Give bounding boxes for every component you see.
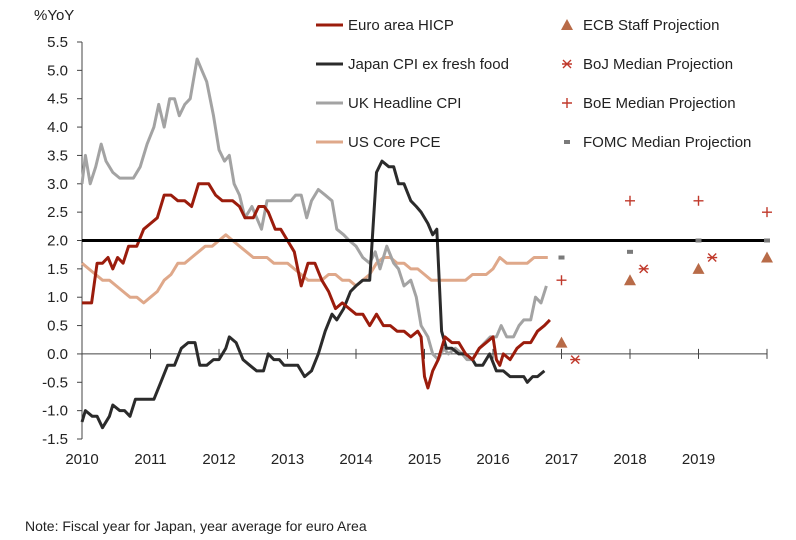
series-line-3 xyxy=(81,233,548,305)
legend-marker-1 xyxy=(562,59,572,69)
projection-marker-1 xyxy=(638,264,649,274)
projection-marker-1 xyxy=(570,355,581,365)
x-tick-label: 2017 xyxy=(545,451,578,468)
series-line-2 xyxy=(80,57,548,362)
projection-marker-3 xyxy=(764,238,770,243)
projection-marker-0 xyxy=(624,274,636,286)
y-axis-label: %YoY xyxy=(34,7,74,24)
footnote: Note: Fiscal year for Japan, year averag… xyxy=(25,518,367,534)
y-tick-label: 2.5 xyxy=(47,204,68,221)
legend-proj-label-1: BoJ Median Projection xyxy=(583,56,733,73)
x-tick-label: 2015 xyxy=(408,451,441,468)
legend-marker-3 xyxy=(564,140,570,144)
y-tick-label: 1.5 xyxy=(47,261,68,278)
series-line-1 xyxy=(80,159,546,430)
projection-marker-0 xyxy=(761,251,773,263)
legend-label-0: Euro area HICP xyxy=(348,17,454,34)
projection-marker-0 xyxy=(555,336,568,348)
x-tick-label: 2016 xyxy=(476,451,509,468)
series-line-0 xyxy=(82,182,551,390)
legend-label-2: UK Headline CPI xyxy=(348,95,461,112)
y-tick-label: -0.5 xyxy=(42,374,68,391)
x-tick-label: 2011 xyxy=(134,451,166,468)
legend-proj-label-0: ECB Staff Projection xyxy=(583,17,719,34)
x-tick-label: 2014 xyxy=(339,451,372,468)
legend-label-1: Japan CPI ex fresh food xyxy=(348,56,509,73)
y-tick-label: -1.0 xyxy=(42,403,68,420)
y-tick-label: 5.0 xyxy=(47,62,68,79)
y-tick-label: 4.5 xyxy=(47,91,68,108)
projection-marker-2 xyxy=(693,195,704,206)
x-tick-label: 2019 xyxy=(682,451,715,468)
projection-marker-2 xyxy=(556,275,567,286)
y-tick-label: 5.5 xyxy=(47,34,68,51)
y-tick-label: 2.0 xyxy=(47,233,68,250)
legend-marker-0 xyxy=(561,19,573,30)
legend-marker-2 xyxy=(562,98,572,108)
projection-marker-2 xyxy=(625,195,635,206)
y-tick-label: 4.0 xyxy=(47,119,68,136)
x-tick-label: 2018 xyxy=(613,451,646,468)
y-tick-label: 0.0 xyxy=(47,346,68,363)
y-tick-label: 1.0 xyxy=(47,289,68,306)
projection-marker-3 xyxy=(627,249,633,254)
y-tick-label: 3.5 xyxy=(47,147,68,164)
y-tick-label: 0.5 xyxy=(47,318,68,335)
projection-marker-2 xyxy=(762,207,772,218)
x-tick-label: 2010 xyxy=(65,451,98,468)
legend-label-3: US Core PCE xyxy=(348,134,441,151)
legend-proj-label-3: FOMC Median Projection xyxy=(583,134,751,151)
projection-marker-0 xyxy=(692,262,705,274)
projection-marker-1 xyxy=(707,253,718,263)
y-tick-label: -1.5 xyxy=(42,431,68,448)
legend-proj-label-2: BoE Median Projection xyxy=(583,95,736,112)
projection-marker-3 xyxy=(695,238,702,243)
y-tick-label: 3.0 xyxy=(47,176,68,193)
x-tick-label: 2012 xyxy=(202,451,235,468)
x-tick-label: 2013 xyxy=(271,451,304,468)
projection-marker-3 xyxy=(558,255,565,260)
